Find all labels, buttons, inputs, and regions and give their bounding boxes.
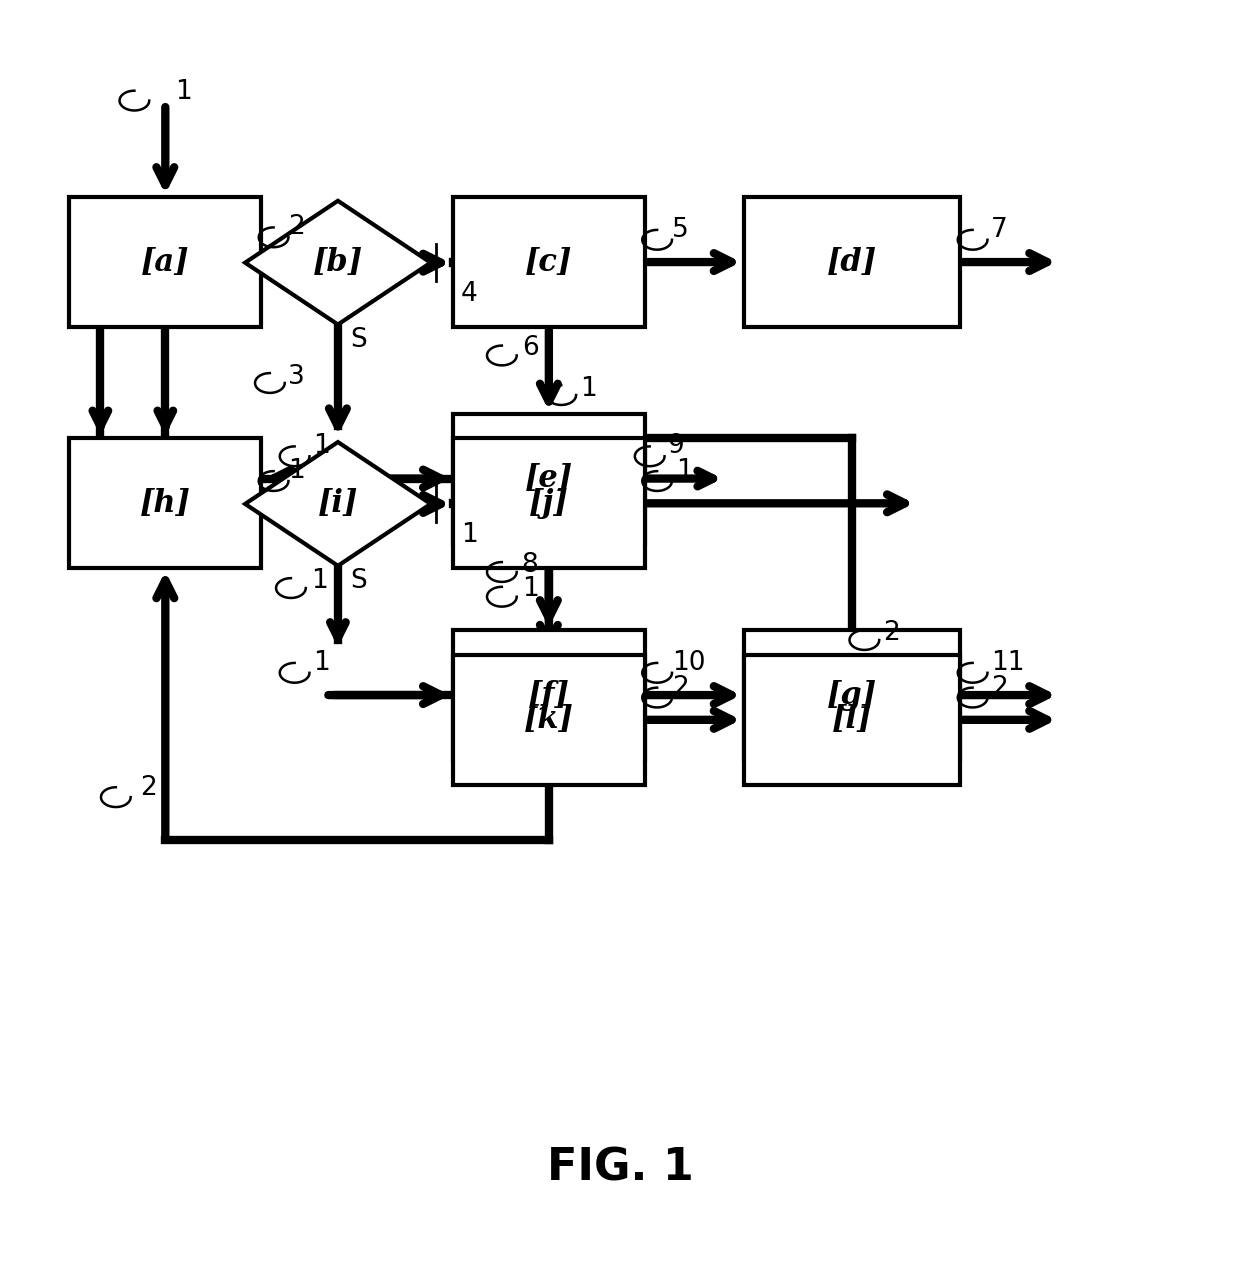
Text: [j]: [j] [529, 488, 569, 519]
Text: 2: 2 [289, 215, 305, 240]
Text: 9: 9 [667, 433, 683, 460]
Text: 2: 2 [883, 619, 900, 645]
Text: 2: 2 [672, 675, 688, 700]
Text: 7: 7 [991, 217, 1008, 243]
Polygon shape [246, 200, 430, 325]
Text: [i]: [i] [317, 488, 358, 519]
Text: S: S [350, 568, 367, 594]
Text: 1: 1 [580, 377, 596, 402]
Bar [453, 414, 645, 544]
Text: 2: 2 [991, 675, 1008, 700]
Text: 1: 1 [676, 459, 692, 484]
Text: 1: 1 [311, 568, 327, 594]
Text: FIG. 1: FIG. 1 [547, 1146, 693, 1190]
Text: 2: 2 [140, 775, 157, 802]
Text: [c]: [c] [526, 247, 573, 278]
Text: [a]: [a] [141, 247, 190, 278]
Text: 1: 1 [314, 433, 330, 460]
Text: [g]: [g] [827, 680, 877, 711]
Text: [d]: [d] [827, 247, 877, 278]
Text: 4: 4 [461, 280, 477, 307]
Text: 1: 1 [522, 576, 538, 603]
Bar [69, 197, 262, 326]
Bar [453, 197, 645, 326]
Bar [69, 438, 262, 568]
Text: 11: 11 [991, 650, 1024, 676]
Text: 10: 10 [672, 650, 706, 676]
Text: 1: 1 [289, 459, 305, 484]
Text: 1: 1 [175, 78, 192, 105]
Bar [744, 630, 960, 759]
Polygon shape [246, 442, 430, 565]
Text: [k]: [k] [525, 704, 574, 735]
Text: [b]: [b] [312, 247, 363, 278]
Text: [f]: [f] [528, 680, 570, 711]
Text: 6: 6 [522, 335, 538, 361]
Text: S: S [350, 326, 367, 353]
Text: 8: 8 [522, 551, 538, 577]
Bar [744, 197, 960, 326]
Bar [744, 655, 960, 785]
Text: 1: 1 [314, 650, 330, 676]
Bar [453, 630, 645, 759]
Bar [453, 438, 645, 568]
Text: [l]: [l] [832, 704, 872, 735]
Text: 5: 5 [672, 217, 688, 243]
Text: [e]: [e] [525, 463, 573, 493]
Text: [h]: [h] [140, 488, 191, 519]
Bar [453, 655, 645, 785]
Text: 1: 1 [461, 522, 477, 547]
Text: 3: 3 [289, 364, 305, 389]
